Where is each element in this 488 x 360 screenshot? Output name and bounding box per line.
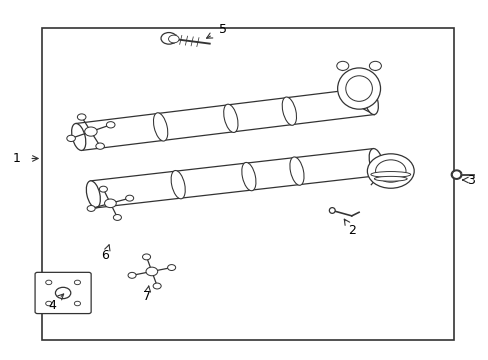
Ellipse shape [74, 301, 81, 306]
Ellipse shape [167, 265, 175, 270]
Ellipse shape [45, 280, 52, 285]
Ellipse shape [368, 61, 381, 71]
Ellipse shape [84, 127, 97, 136]
Ellipse shape [96, 143, 104, 149]
Ellipse shape [223, 104, 238, 132]
Ellipse shape [451, 171, 460, 179]
Ellipse shape [74, 280, 81, 285]
Ellipse shape [375, 160, 405, 182]
Ellipse shape [374, 176, 407, 181]
Ellipse shape [168, 35, 179, 43]
Ellipse shape [242, 162, 255, 191]
Bar [42, 28, 453, 339]
Ellipse shape [289, 157, 304, 185]
Ellipse shape [113, 215, 121, 220]
Ellipse shape [77, 114, 86, 120]
Ellipse shape [153, 283, 161, 289]
Ellipse shape [99, 186, 107, 192]
Text: 2: 2 [347, 224, 355, 237]
Polygon shape [76, 88, 373, 150]
Text: 5: 5 [218, 23, 226, 36]
Ellipse shape [171, 171, 185, 199]
Text: 7: 7 [142, 290, 151, 303]
Ellipse shape [282, 97, 296, 125]
Text: 6: 6 [102, 249, 109, 262]
Ellipse shape [370, 172, 410, 177]
Ellipse shape [364, 87, 378, 114]
Text: 1: 1 [12, 152, 20, 165]
Ellipse shape [329, 208, 334, 213]
Ellipse shape [337, 68, 380, 109]
Ellipse shape [106, 122, 115, 128]
Ellipse shape [67, 135, 75, 141]
Ellipse shape [128, 273, 136, 278]
Ellipse shape [366, 154, 413, 188]
Ellipse shape [161, 32, 177, 44]
Ellipse shape [146, 267, 158, 276]
Text: 4: 4 [48, 299, 56, 312]
Polygon shape [90, 149, 378, 208]
Ellipse shape [336, 61, 348, 71]
FancyBboxPatch shape [35, 273, 91, 314]
Ellipse shape [55, 287, 71, 298]
Ellipse shape [142, 254, 150, 260]
Ellipse shape [71, 123, 85, 150]
Ellipse shape [104, 199, 116, 208]
Ellipse shape [86, 181, 100, 208]
Ellipse shape [368, 149, 383, 176]
Ellipse shape [87, 206, 95, 211]
Ellipse shape [45, 301, 52, 306]
Ellipse shape [153, 113, 167, 141]
Text: 3: 3 [467, 174, 474, 186]
Ellipse shape [345, 76, 372, 101]
Ellipse shape [125, 195, 133, 201]
